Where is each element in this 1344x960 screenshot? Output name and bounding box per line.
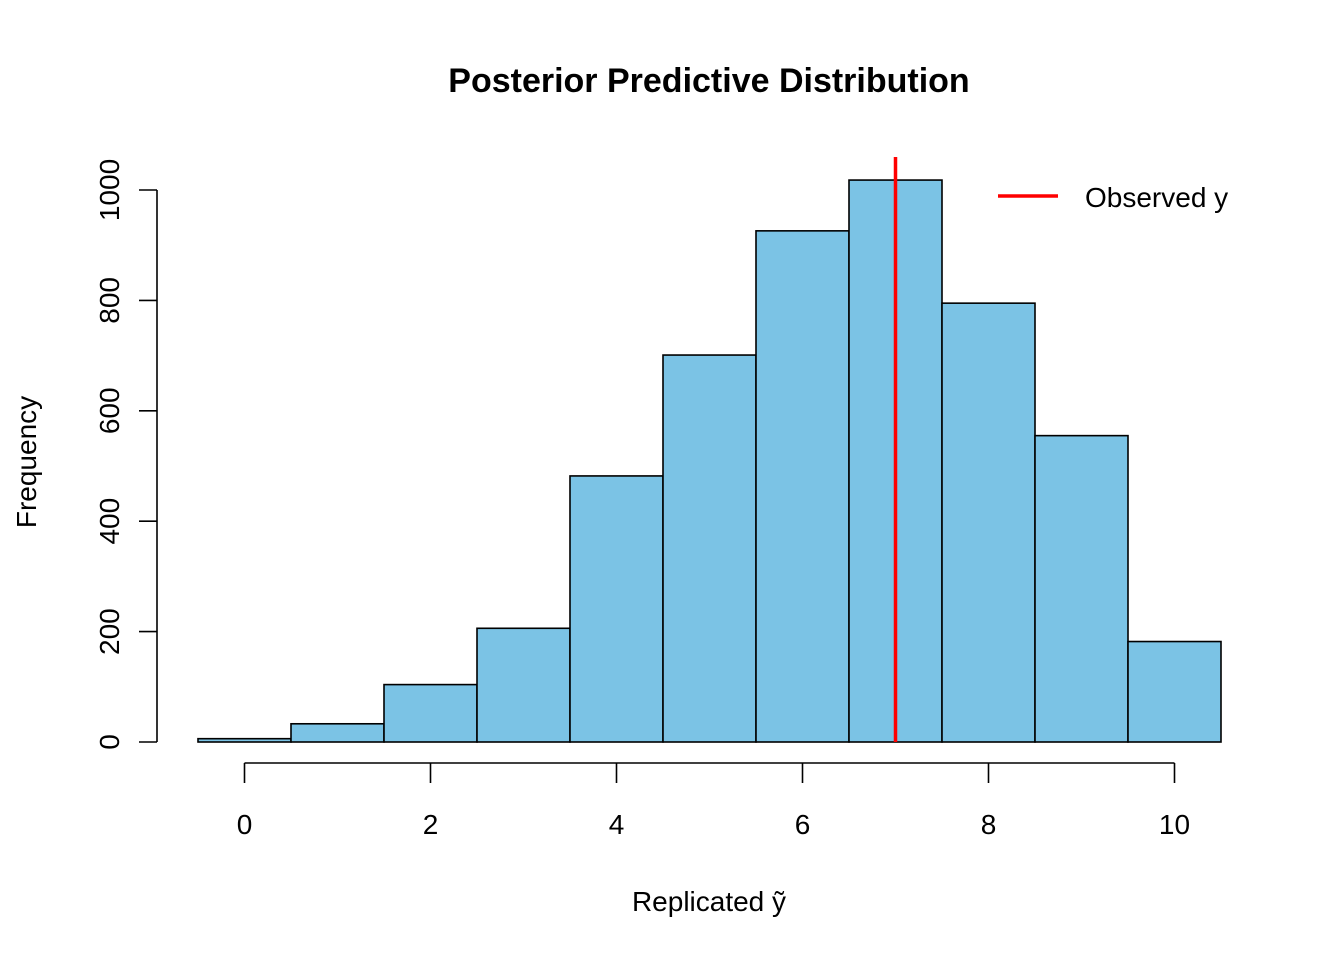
histogram-bar-9 — [1034, 434, 1129, 743]
x-tick-label: 10 — [1159, 809, 1190, 840]
histogram-bar-3 — [476, 627, 571, 743]
y-tick-label: 0 — [94, 734, 125, 750]
y-tick-label: 1000 — [94, 159, 125, 221]
y-axis-label: Frequency — [11, 396, 42, 528]
histogram-bar-1 — [290, 722, 385, 743]
x-tick-label: 8 — [981, 809, 997, 840]
y-tick-label: 200 — [94, 608, 125, 655]
legend: Observed y — [998, 182, 1228, 213]
x-axis: 0 2 4 6 8 10 — [237, 762, 1190, 840]
legend-label: Observed y — [1085, 182, 1228, 213]
histogram-bars — [197, 179, 1222, 743]
chart-title: Posterior Predictive Distribution — [448, 62, 969, 100]
x-axis-label: Replicated ỹ — [632, 886, 786, 917]
histogram-bar-8 — [941, 302, 1036, 743]
y-axis: 0 200 400 600 800 1000 — [94, 159, 158, 750]
x-tick-label: 0 — [237, 809, 253, 840]
histogram-bar-6 — [755, 230, 850, 743]
y-tick-label: 400 — [94, 498, 125, 545]
histogram-bar-4 — [569, 475, 664, 743]
histogram-bar-0 — [197, 737, 292, 743]
histogram-bar-5 — [662, 354, 757, 743]
histogram-bar-10 — [1127, 640, 1222, 743]
x-tick-label: 6 — [795, 809, 811, 840]
x-tick-label: 2 — [423, 809, 439, 840]
y-tick-label: 800 — [94, 277, 125, 324]
y-tick-label: 600 — [94, 387, 125, 434]
x-tick-label: 4 — [609, 809, 625, 840]
histogram-bar-2 — [383, 683, 478, 743]
